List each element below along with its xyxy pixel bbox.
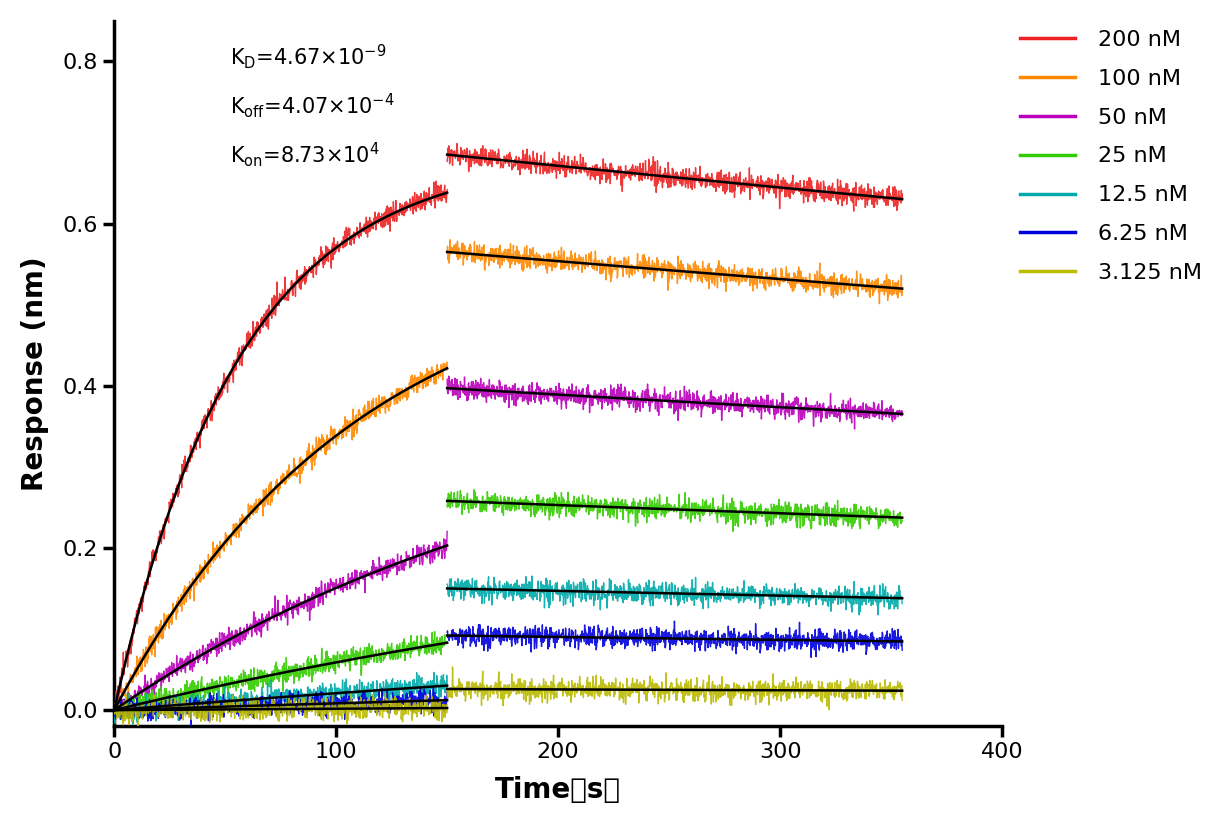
Y-axis label: Response (nm): Response (nm) <box>21 257 49 491</box>
Text: K$_\mathrm{D}$=4.67×10$^{-9}$
K$_\mathrm{off}$=4.07×10$^{-4}$
K$_\mathrm{on}$=8.: K$_\mathrm{D}$=4.67×10$^{-9}$ K$_\mathrm… <box>229 42 394 169</box>
X-axis label: Time（s）: Time（s） <box>495 776 621 804</box>
Legend: 200 nM, 100 nM, 50 nM, 25 nM, 12.5 nM, 6.25 nM, 3.125 nM: 200 nM, 100 nM, 50 nM, 25 nM, 12.5 nM, 6… <box>1011 21 1211 292</box>
